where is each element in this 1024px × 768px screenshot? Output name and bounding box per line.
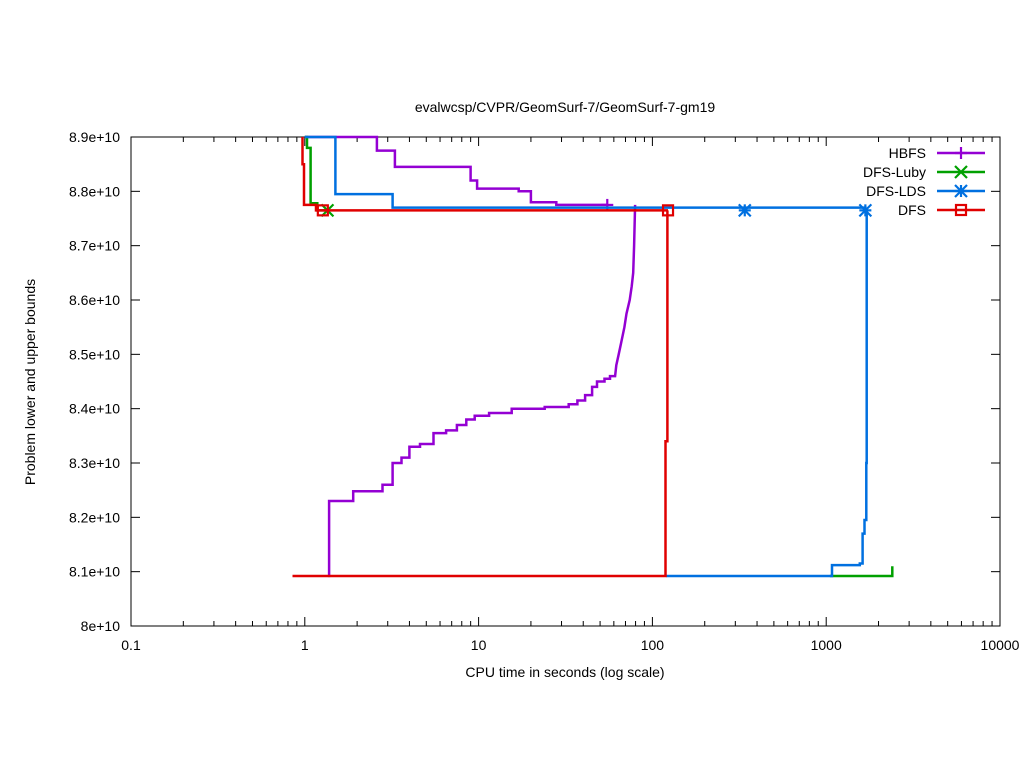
- plot-frame: [130, 136, 1001, 627]
- legend-label: DFS-Luby: [863, 164, 926, 180]
- series-dfs: [292, 137, 675, 578]
- legend-marker: [955, 147, 967, 159]
- x-tick-label: 10000: [981, 637, 1020, 653]
- legend-marker: [954, 165, 968, 179]
- series-dfs-lds-marker: [858, 203, 873, 218]
- legend-item-dfs-luby: DFS-Luby: [863, 164, 985, 180]
- y-axis-label: Problem lower and upper bounds: [22, 279, 38, 485]
- y-tick-label: 8.4e+10: [69, 401, 120, 417]
- y-tick-label: 8.7e+10: [69, 238, 120, 254]
- chart-title: evalwcsp/CVPR/GeomSurf-7/GeomSurf-7-gm19: [415, 99, 716, 115]
- y-tick-label: 8.2e+10: [69, 509, 120, 525]
- y-tick-label: 8.1e+10: [69, 564, 120, 580]
- legend-label: DFS: [898, 202, 926, 218]
- series-dfs-lds-marker: [737, 203, 752, 218]
- legend-label: HBFS: [889, 145, 926, 161]
- y-axis: 8e+10 8.1e+10 8.2e+10 8.3e+10 8.4e+10 8.5e+10…: [69, 129, 1000, 634]
- y-tick-label: 8.9e+10: [69, 129, 120, 145]
- legend-item-hbfs: HBFS: [889, 145, 985, 161]
- legend-marker: [954, 203, 968, 217]
- legend-item-dfs: DFS: [898, 202, 985, 218]
- series-hbfs-marker: [601, 198, 614, 211]
- series-dfs-upper-line: [301, 137, 668, 212]
- legend: HBFS DFS-Luby DFS-LDS DFS: [863, 145, 985, 218]
- series-dfs-lds-upper-line: [304, 135, 867, 211]
- y-tick-label: 8.3e+10: [69, 455, 120, 471]
- y-tick-label: 8.5e+10: [69, 346, 120, 362]
- series-dfs-marker: [661, 204, 675, 217]
- series-hbfs-lower-line: [327, 204, 637, 578]
- x-axis: 0.1 1 10 100 1000 10000: [121, 137, 1020, 653]
- x-axis-label: CPU time in seconds (log scale): [465, 664, 664, 680]
- series-dfs-marker: [316, 204, 329, 217]
- series-dfs-luby-upper-line: [304, 135, 328, 212]
- series-dfs-lds-lower-line: [666, 210, 868, 578]
- legend-marker: [954, 184, 968, 198]
- legend-item-dfs-lds: DFS-LDS: [866, 183, 985, 199]
- legend-label: DFS-LDS: [866, 183, 926, 199]
- series-dfs-lower-line: [292, 210, 669, 578]
- y-tick-label: 8.8e+10: [69, 183, 120, 199]
- x-tick-label: 1000: [811, 637, 842, 653]
- y-tick-label: 8.6e+10: [69, 292, 120, 308]
- series-hbfs-upper-line: [304, 135, 608, 207]
- series-dfs-luby-lower-line: [829, 566, 894, 578]
- y-tick-label: 8e+10: [81, 618, 121, 634]
- series-layer: [292, 135, 894, 578]
- x-tick-label: 100: [641, 637, 665, 653]
- x-tick-label: 1: [301, 637, 309, 653]
- series-hbfs: [304, 135, 637, 578]
- x-tick-label: 0.1: [121, 637, 141, 653]
- series-dfs-lds: [304, 135, 873, 578]
- x-tick-label: 10: [471, 637, 487, 653]
